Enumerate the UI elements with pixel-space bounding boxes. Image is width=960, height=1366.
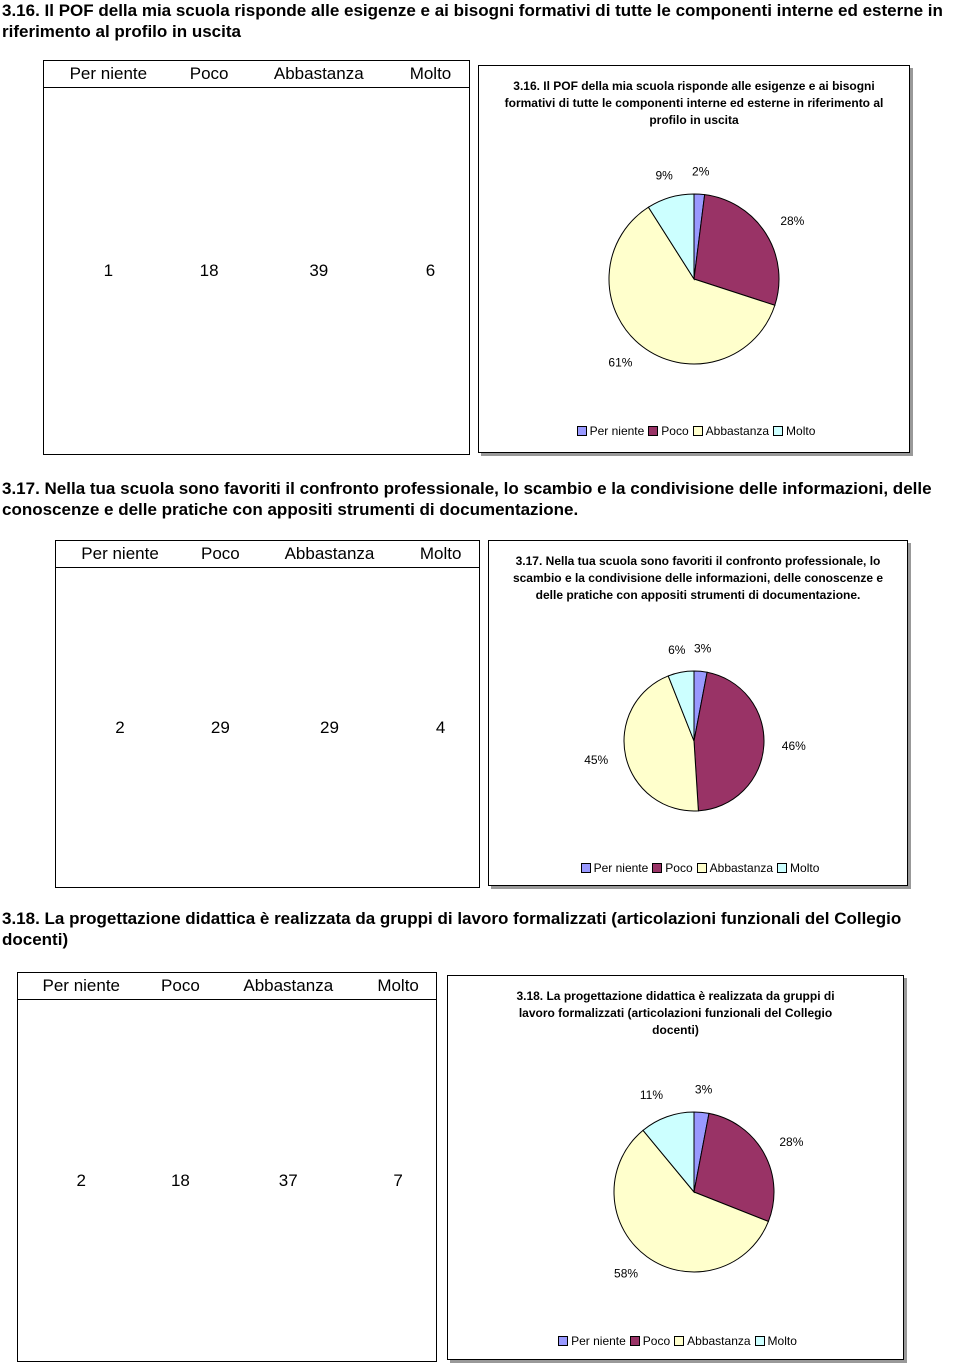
legend-swatch [558, 1336, 569, 1346]
header-cell: Per niente [56, 541, 185, 568]
slice-label: 28% [780, 214, 804, 228]
header-cell: Poco [172, 61, 246, 88]
slice-label: 11% [640, 1088, 663, 1102]
value-cell: 2 [115, 717, 125, 737]
value-cell: 18 [199, 261, 219, 280]
legend-label: Per niente [589, 424, 645, 438]
legend: Per niente Poco Abbastanza Molto [489, 861, 907, 875]
value-cell: 29 [210, 717, 230, 737]
value-cell: 2 [76, 1170, 86, 1190]
legend-label: Per niente [571, 1334, 626, 1348]
chart-title: 3.17. Nella tua scuola sono favoriti il … [512, 554, 884, 602]
pie-chart: 2% 28% 61% 9% [608, 164, 804, 370]
pie-slice [647, 193, 695, 281]
slice-label: 3% [695, 1083, 713, 1097]
legend-swatch [692, 426, 703, 436]
legend-label: Poco [665, 861, 693, 875]
legend-swatch [580, 863, 591, 873]
pie-slice [613, 1129, 770, 1273]
slice-label: 2% [692, 164, 710, 178]
pie-chart: 3% 28% 58% 11% [613, 1083, 804, 1281]
value-cell: 18 [170, 1170, 190, 1190]
legend-label: Molto [786, 424, 816, 438]
header-cell: Molto [391, 61, 469, 88]
header-cell: Poco [184, 541, 257, 568]
header-cell: Molto [360, 973, 436, 1000]
legend: Per niente Poco Abbastanza Molto [479, 424, 909, 438]
legend-label: Abbastanza [709, 861, 774, 875]
slice-label: 6% [668, 643, 686, 657]
legend-swatch [648, 426, 659, 436]
header-cell: Molto [402, 541, 479, 568]
table: Per niente Poco Abbastanza Molto 1 18 39 6 [44, 61, 469, 454]
table: Per niente Poco Abbastanza Molto 2 18 37 7 [18, 973, 436, 1361]
legend-swatch [629, 1336, 640, 1346]
value-cell: 1 [103, 261, 114, 280]
legend-label: Poco [661, 424, 689, 438]
slice-label: 46% [782, 739, 806, 753]
legend-label: Molto [767, 1334, 797, 1348]
header-cell: Abbastanza [216, 973, 361, 1000]
legend-swatch [576, 426, 587, 436]
legend-swatch [652, 863, 663, 873]
legend: Per niente Poco Abbastanza Molto [448, 1334, 903, 1348]
pie-slice [693, 194, 780, 306]
value-row: 1 18 39 6 [44, 88, 469, 455]
slice-label: 3% [694, 642, 712, 656]
header-cell: Per niente [18, 973, 145, 1000]
value-cell: 6 [425, 261, 436, 280]
pie-slice [667, 670, 695, 742]
header-row: Per niente Poco Abbastanza Molto [44, 61, 469, 88]
value-row: 2 29 29 4 [56, 568, 479, 888]
slice-label: 9% [655, 168, 673, 182]
legend-label: Molto [790, 861, 820, 875]
header-cell: Abbastanza [245, 61, 392, 88]
chart-box: 3.16. Il POF della mia scuola risponde a… [478, 65, 910, 453]
value-cell: 4 [435, 717, 446, 737]
legend-swatch [773, 426, 784, 436]
legend-swatch [754, 1336, 765, 1346]
section-heading: 3.16. Il POF della mia scuola risponde a… [2, 1, 943, 41]
legend-label: Abbastanza [687, 1334, 751, 1348]
chart-box: 3.17. Nella tua scuola sono favoriti il … [488, 540, 908, 886]
chart-title: 3.18. La progettazione didattica è reali… [516, 989, 835, 1037]
legend-swatch [777, 863, 788, 873]
header-row: Per niente Poco Abbastanza Molto [18, 973, 436, 1000]
legend-swatch [674, 1336, 685, 1346]
section-heading: 3.18. La progettazione didattica è reali… [2, 909, 902, 949]
pie-slice [693, 671, 765, 812]
chart-box: 3.18. La progettazione didattica è reali… [447, 975, 904, 1360]
slice-label: 61% [608, 356, 632, 370]
table: Per niente Poco Abbastanza Molto 2 29 29 4 [56, 541, 479, 887]
legend-label: Per niente [593, 861, 649, 875]
chart-title: 3.16. Il POF della mia scuola risponde a… [504, 79, 884, 127]
slice-label: 28% [779, 1135, 803, 1149]
header-cell: Per niente [44, 61, 173, 88]
value-cell: 39 [309, 261, 329, 280]
header-cell: Abbastanza [256, 541, 403, 568]
pie-slice [693, 1112, 775, 1223]
pie-chart: 3% 46% 45% 6% [584, 642, 806, 812]
legend-label: Poco [642, 1334, 671, 1348]
header-cell: Poco [144, 973, 217, 1000]
slice-label: 58% [614, 1267, 638, 1281]
value-cell: 29 [320, 717, 339, 737]
legend-swatch [696, 863, 707, 873]
section-heading: 3.17. Nella tua scuola sono favoriti il … [2, 479, 932, 519]
data-table: Per niente Poco Abbastanza Molto 2 29 29 4 [55, 540, 480, 888]
pie-slice [623, 675, 699, 812]
value-cell: 7 [393, 1170, 403, 1190]
data-table: Per niente Poco Abbastanza Molto 1 18 39 6 [43, 60, 470, 455]
legend-label: Abbastanza [705, 424, 770, 438]
pie-slice [608, 206, 776, 365]
slice-label: 45% [584, 753, 608, 767]
value-cell: 37 [278, 1170, 298, 1190]
value-row: 2 18 37 7 [18, 1000, 436, 1362]
data-table: Per niente Poco Abbastanza Molto 2 18 37 7 [17, 972, 437, 1362]
header-row: Per niente Poco Abbastanza Molto [56, 541, 479, 568]
pie-slice [642, 1111, 695, 1194]
